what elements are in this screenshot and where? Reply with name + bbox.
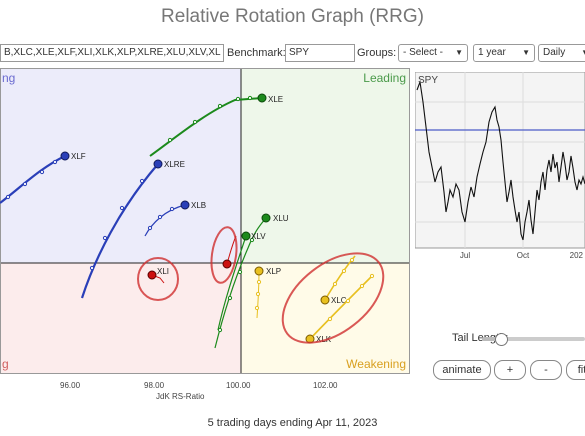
x-tick-98: 98.00	[144, 381, 165, 390]
xlf-marker[interactable]	[60, 151, 70, 161]
symbols-input[interactable]: B,XLC,XLE,XLF,XLI,XLK,XLP,XLRE,XLU,XLV,X…	[0, 44, 224, 62]
xlb-marker[interactable]	[180, 200, 190, 210]
xlf-label: XLF	[71, 152, 86, 161]
tail-length-fill	[482, 337, 500, 341]
highlight-circle-weakening	[281, 252, 385, 344]
xle-marker[interactable]	[257, 93, 267, 103]
spy-x-label-oct: Oct	[517, 251, 530, 260]
xlp-tail-points	[254, 279, 262, 311]
period-select-value: 1 year	[478, 47, 506, 58]
xlk-tail-points	[327, 273, 375, 322]
leading-quadrant	[241, 68, 410, 263]
tail-length-slider[interactable]	[482, 333, 585, 346]
lagging-label: g	[2, 357, 9, 371]
improving-label: ng	[2, 71, 15, 85]
fit-button[interactable]: fit	[566, 360, 585, 380]
xli-label: XLI	[157, 267, 169, 276]
xle-label: XLE	[268, 95, 283, 104]
x-tick-102: 102.00	[313, 381, 338, 390]
red-cluster-marker[interactable]	[222, 259, 232, 269]
xlb-label: XLB	[191, 201, 206, 210]
xlp-label: XLP	[266, 267, 281, 276]
benchmark-label: Benchmark:	[227, 47, 286, 59]
xlc-tail-points	[332, 257, 355, 287]
spy-plot: SPY Jul Oct 202	[414, 71, 585, 260]
xlu-tail	[214, 217, 267, 349]
xli-marker[interactable]	[147, 270, 157, 280]
spy-plot-area	[414, 71, 585, 249]
spy-x-label-jul: Jul	[460, 251, 470, 260]
tail-length-label: Tail Length:	[452, 332, 509, 344]
xlf-tail	[0, 155, 66, 204]
xlre-tail	[80, 163, 159, 299]
xle-tail-points	[167, 95, 253, 143]
improving-quadrant	[0, 68, 241, 263]
xlf-tail-points	[5, 159, 58, 200]
xlc-label: XLC	[331, 296, 347, 305]
spy-price-line	[416, 79, 585, 241]
xlre-label: XLRE	[164, 160, 185, 169]
xlu-label: XLU	[273, 214, 289, 223]
xlv-label: XLV	[251, 232, 266, 241]
groups-label: Groups:	[357, 47, 397, 59]
rrg-chart[interactable]: Leading Weakening ng g XLE XLU XLV XLF	[0, 68, 410, 374]
page-title: Relative Rotation Graph (RRG)	[161, 6, 424, 27]
x-tick-96: 96.00	[60, 381, 81, 390]
xlre-marker[interactable]	[153, 159, 163, 169]
spy-x-label-year: 202	[570, 251, 584, 260]
weakening-label: Weakening	[346, 357, 406, 371]
highlight-circle-center	[210, 226, 238, 284]
xlu-marker[interactable]	[261, 213, 271, 223]
groups-select[interactable]: - Select - ▼	[398, 44, 468, 62]
xlk-tail	[309, 275, 373, 340]
rrg-plot: Leading Weakening ng g XLE XLU XLV XLF	[0, 68, 410, 374]
xlv-tail	[217, 235, 247, 331]
chevron-down-icon: ▼	[455, 48, 463, 57]
groups-select-value: - Select -	[403, 47, 444, 58]
lagging-quadrant	[0, 263, 241, 374]
tail-length-control: Tail Length:	[452, 332, 508, 344]
frequency-select-value: Daily	[543, 47, 566, 58]
x-axis-title: JdK RS-Ratio	[156, 392, 205, 401]
spy-chart: SPY Jul Oct 202	[414, 71, 585, 262]
zoom-in-button[interactable]: +	[494, 360, 526, 380]
frequency-select[interactable]: Daily ▼	[538, 44, 585, 62]
xlu-tail-points	[217, 237, 255, 333]
period-select[interactable]: 1 year ▼	[473, 44, 535, 62]
spy-symbol-label: SPY	[418, 75, 438, 86]
leading-label: Leading	[363, 71, 406, 85]
chart-border	[0, 68, 410, 374]
xlp-marker[interactable]	[254, 266, 264, 276]
xlc-marker[interactable]	[320, 295, 330, 305]
x-tick-100: 100.00	[226, 381, 251, 390]
highlight-circle-xli	[137, 257, 179, 301]
controls-bar: B,XLC,XLE,XLF,XLI,XLK,XLP,XLRE,XLU,XLV,X…	[0, 44, 585, 62]
xlb-tail-points	[147, 206, 175, 231]
zoom-out-button[interactable]: -	[530, 360, 562, 380]
xlre-tail-points	[89, 178, 145, 271]
animate-button[interactable]: animate	[433, 360, 491, 380]
chevron-down-icon: ▼	[581, 45, 585, 61]
xlv-marker[interactable]	[241, 231, 251, 241]
chevron-down-icon: ▼	[522, 48, 530, 57]
benchmark-input[interactable]: SPY	[285, 44, 355, 62]
weakening-quadrant	[241, 263, 410, 374]
date-range-caption: 5 trading days ending Apr 11, 2023	[207, 417, 378, 429]
tail-length-slider-handle[interactable]	[495, 333, 508, 346]
